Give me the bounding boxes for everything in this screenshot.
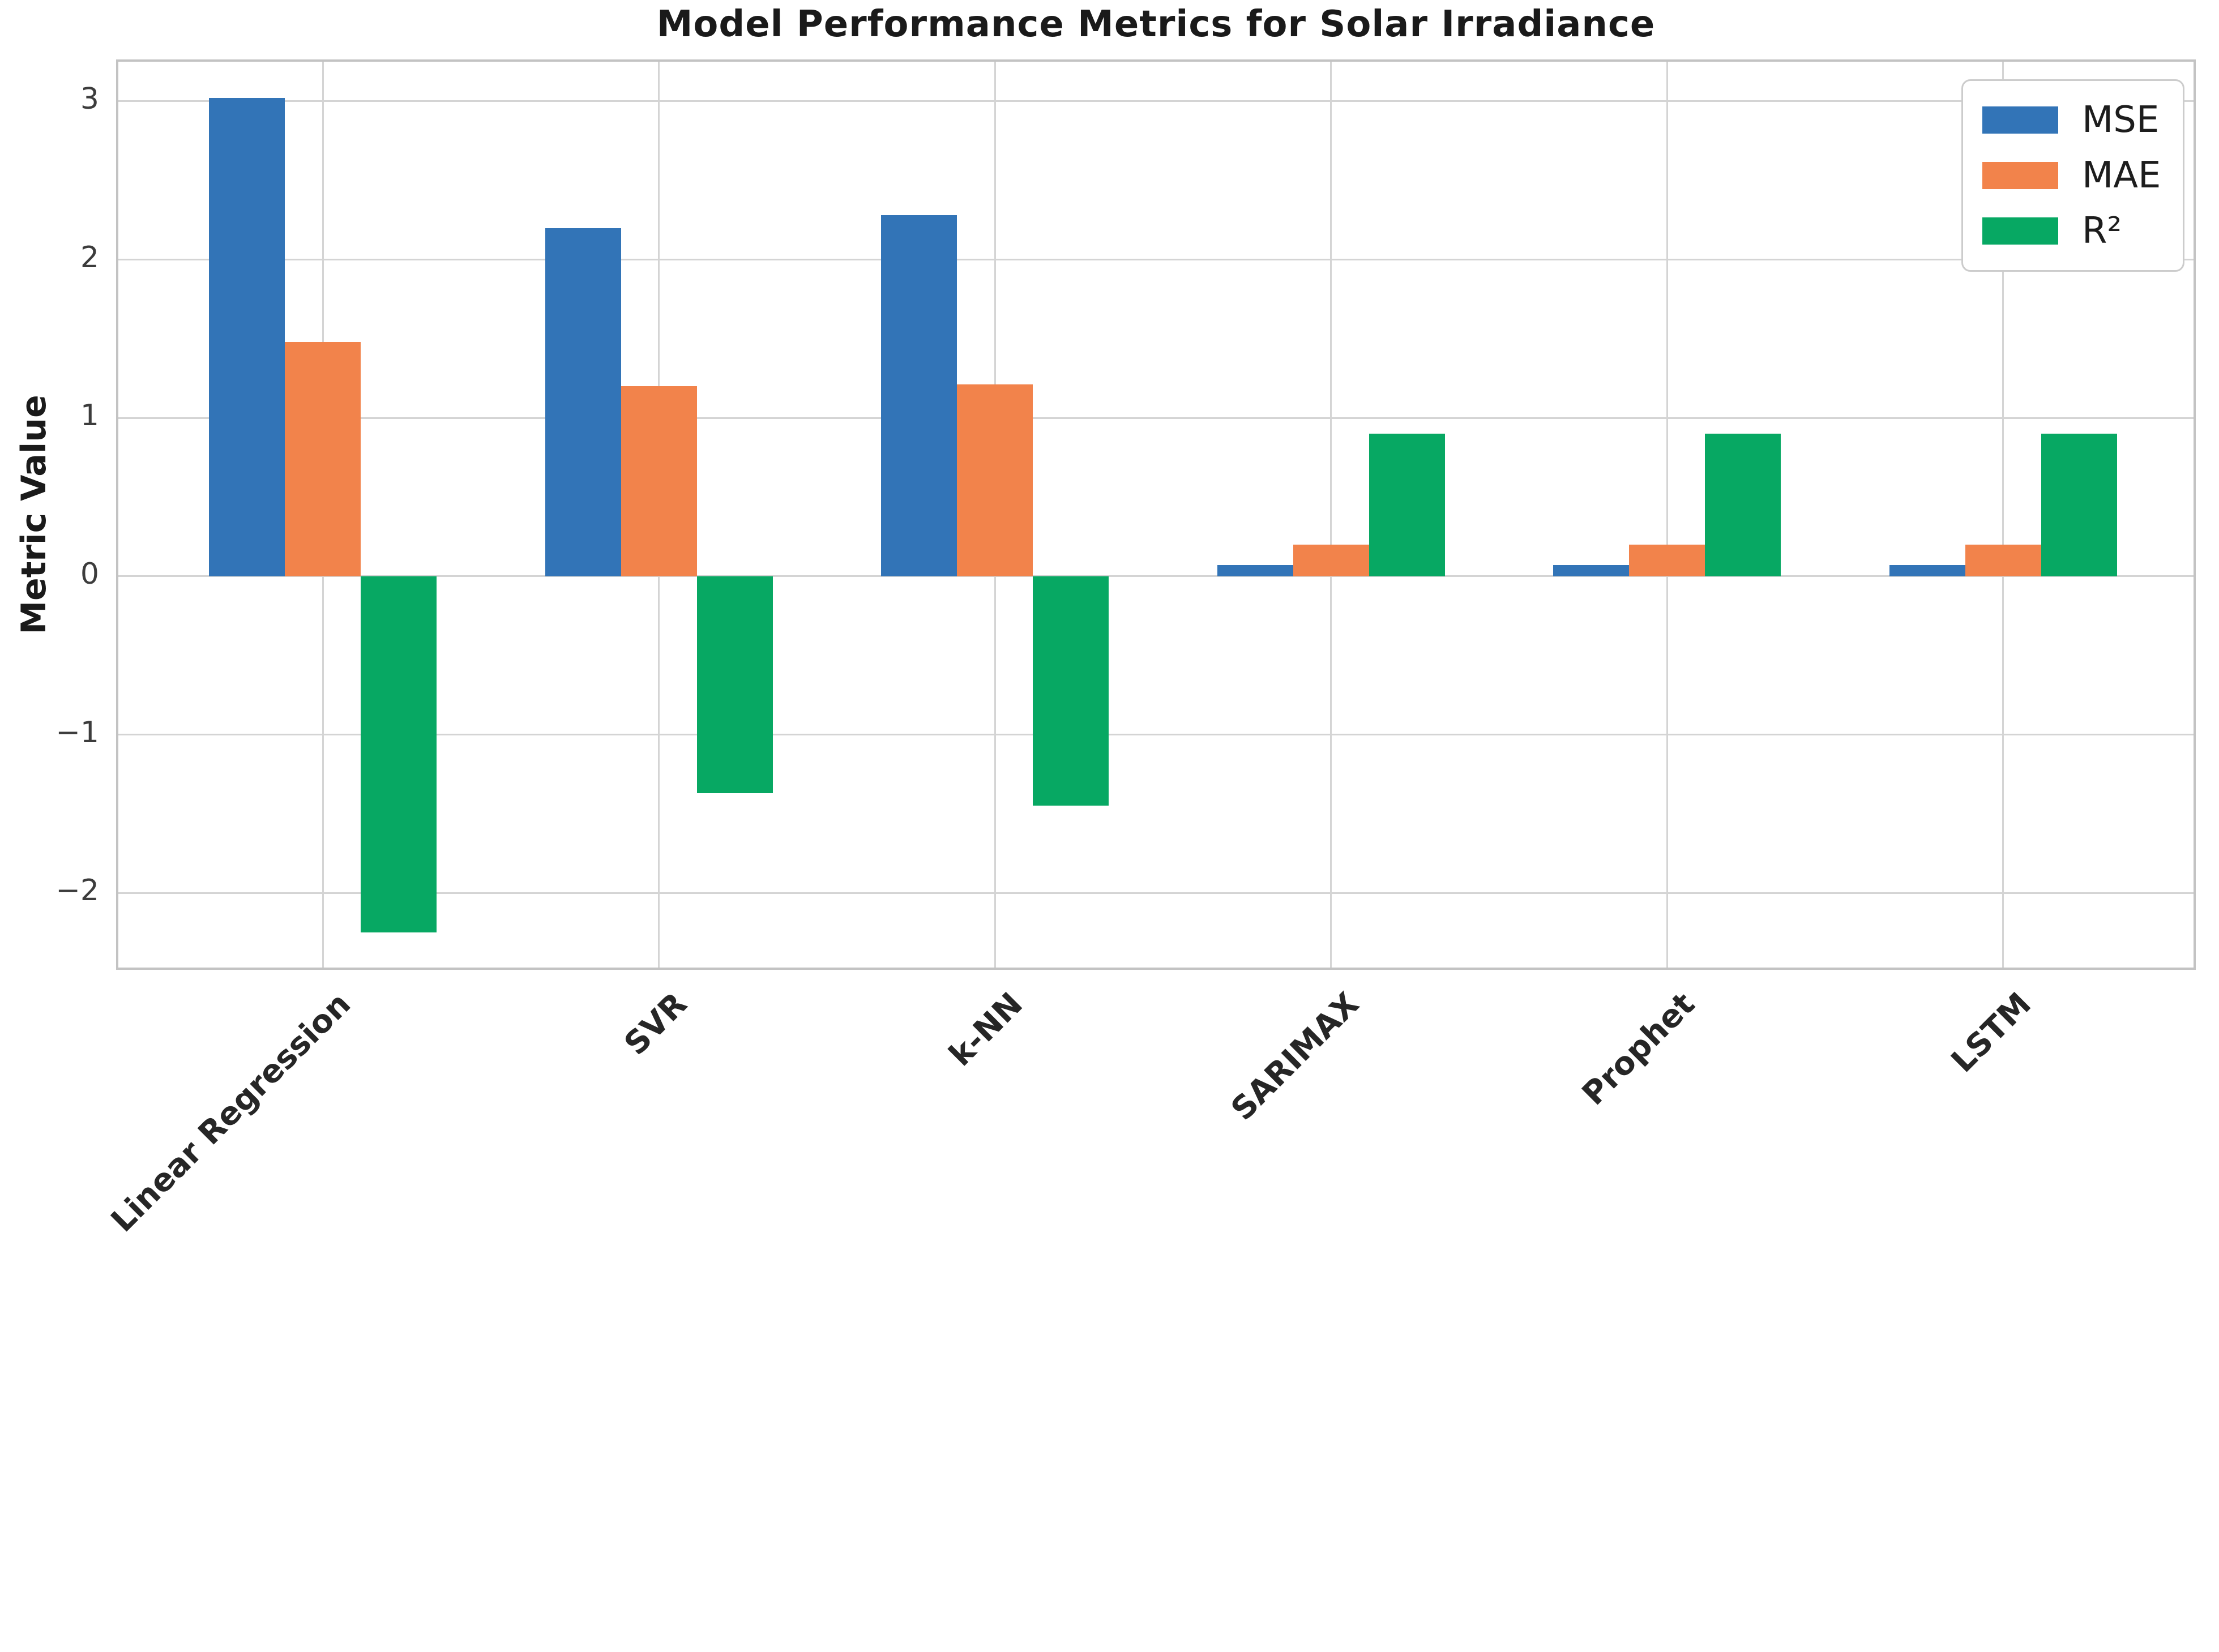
bar-mse-svr: [545, 228, 621, 576]
legend-item-mse: MSE: [1982, 102, 2164, 138]
gridline-y-1: [118, 417, 2194, 419]
bar-mae-k-nn: [957, 384, 1033, 576]
bar-r2-sarimax: [1369, 434, 1445, 576]
bar-mae-linear-regression: [285, 341, 361, 576]
chart-title: Model Performance Metrics for Solar Irra…: [656, 3, 1656, 45]
gridline-x-prophet: [1666, 62, 1668, 968]
y-tick-label: 1: [80, 399, 99, 433]
y-tick-label: −2: [55, 874, 99, 908]
plot-area: [116, 59, 2196, 970]
legend-label-mse: MSE: [2082, 99, 2160, 141]
y-tick-label: −1: [55, 715, 99, 750]
bar-r2-lstm: [2041, 434, 2117, 576]
legend-item-mae: MAE: [1982, 157, 2164, 194]
legend: MSE MAE R²: [1961, 79, 2184, 272]
gridline-x-lstm: [2002, 62, 2004, 968]
y-tick-label: 0: [80, 557, 99, 591]
legend-label-mae: MAE: [2082, 155, 2161, 196]
x-tick-label-lstm: LSTM: [1944, 986, 2038, 1080]
bar-mae-svr: [621, 386, 697, 576]
bar-mse-lstm: [1889, 565, 1965, 576]
bar-mae-lstm: [1965, 544, 2041, 576]
gridline-x-sarimax: [1330, 62, 1332, 968]
bar-r2-k-nn: [1033, 576, 1109, 806]
y-tick-label: 3: [80, 82, 99, 116]
legend-swatch-r2: [1982, 217, 2058, 245]
x-tick-label-sarimax: SARIMAX: [1224, 986, 1366, 1128]
bar-mse-k-nn: [881, 215, 957, 576]
bar-mse-linear-regression: [209, 98, 285, 576]
figure: { "chart_data": { "type": "bar", "title"…: [14, 3, 2196, 1240]
x-tick-label-linear-regression: Linear Regression: [104, 986, 358, 1240]
bar-mae-prophet: [1629, 544, 1705, 576]
bar-r2-linear-regression: [361, 576, 437, 933]
y-tick-label: 2: [80, 240, 99, 275]
bar-mse-sarimax: [1217, 565, 1293, 576]
bar-r2-svr: [696, 576, 773, 793]
gridline-y-1: [118, 734, 2194, 736]
bar-mse-prophet: [1553, 565, 1629, 576]
bar-mae-sarimax: [1293, 544, 1369, 576]
gridline-y-3: [118, 100, 2194, 102]
gridline-y-2: [118, 259, 2194, 261]
gridline-y-0: [118, 575, 2194, 577]
gridline-y-2: [118, 892, 2194, 894]
x-tick-label-prophet: Prophet: [1575, 986, 1702, 1113]
x-tick-label-svr: SVR: [617, 986, 694, 1063]
legend-item-r2: R²: [1982, 213, 2164, 249]
legend-label-r2: R²: [2082, 210, 2122, 252]
x-tick-label-k-nn: k-NN: [942, 986, 1030, 1074]
legend-swatch-mse: [1982, 106, 2058, 134]
legend-swatch-mae: [1982, 162, 2058, 189]
bar-r2-prophet: [1705, 434, 1781, 576]
